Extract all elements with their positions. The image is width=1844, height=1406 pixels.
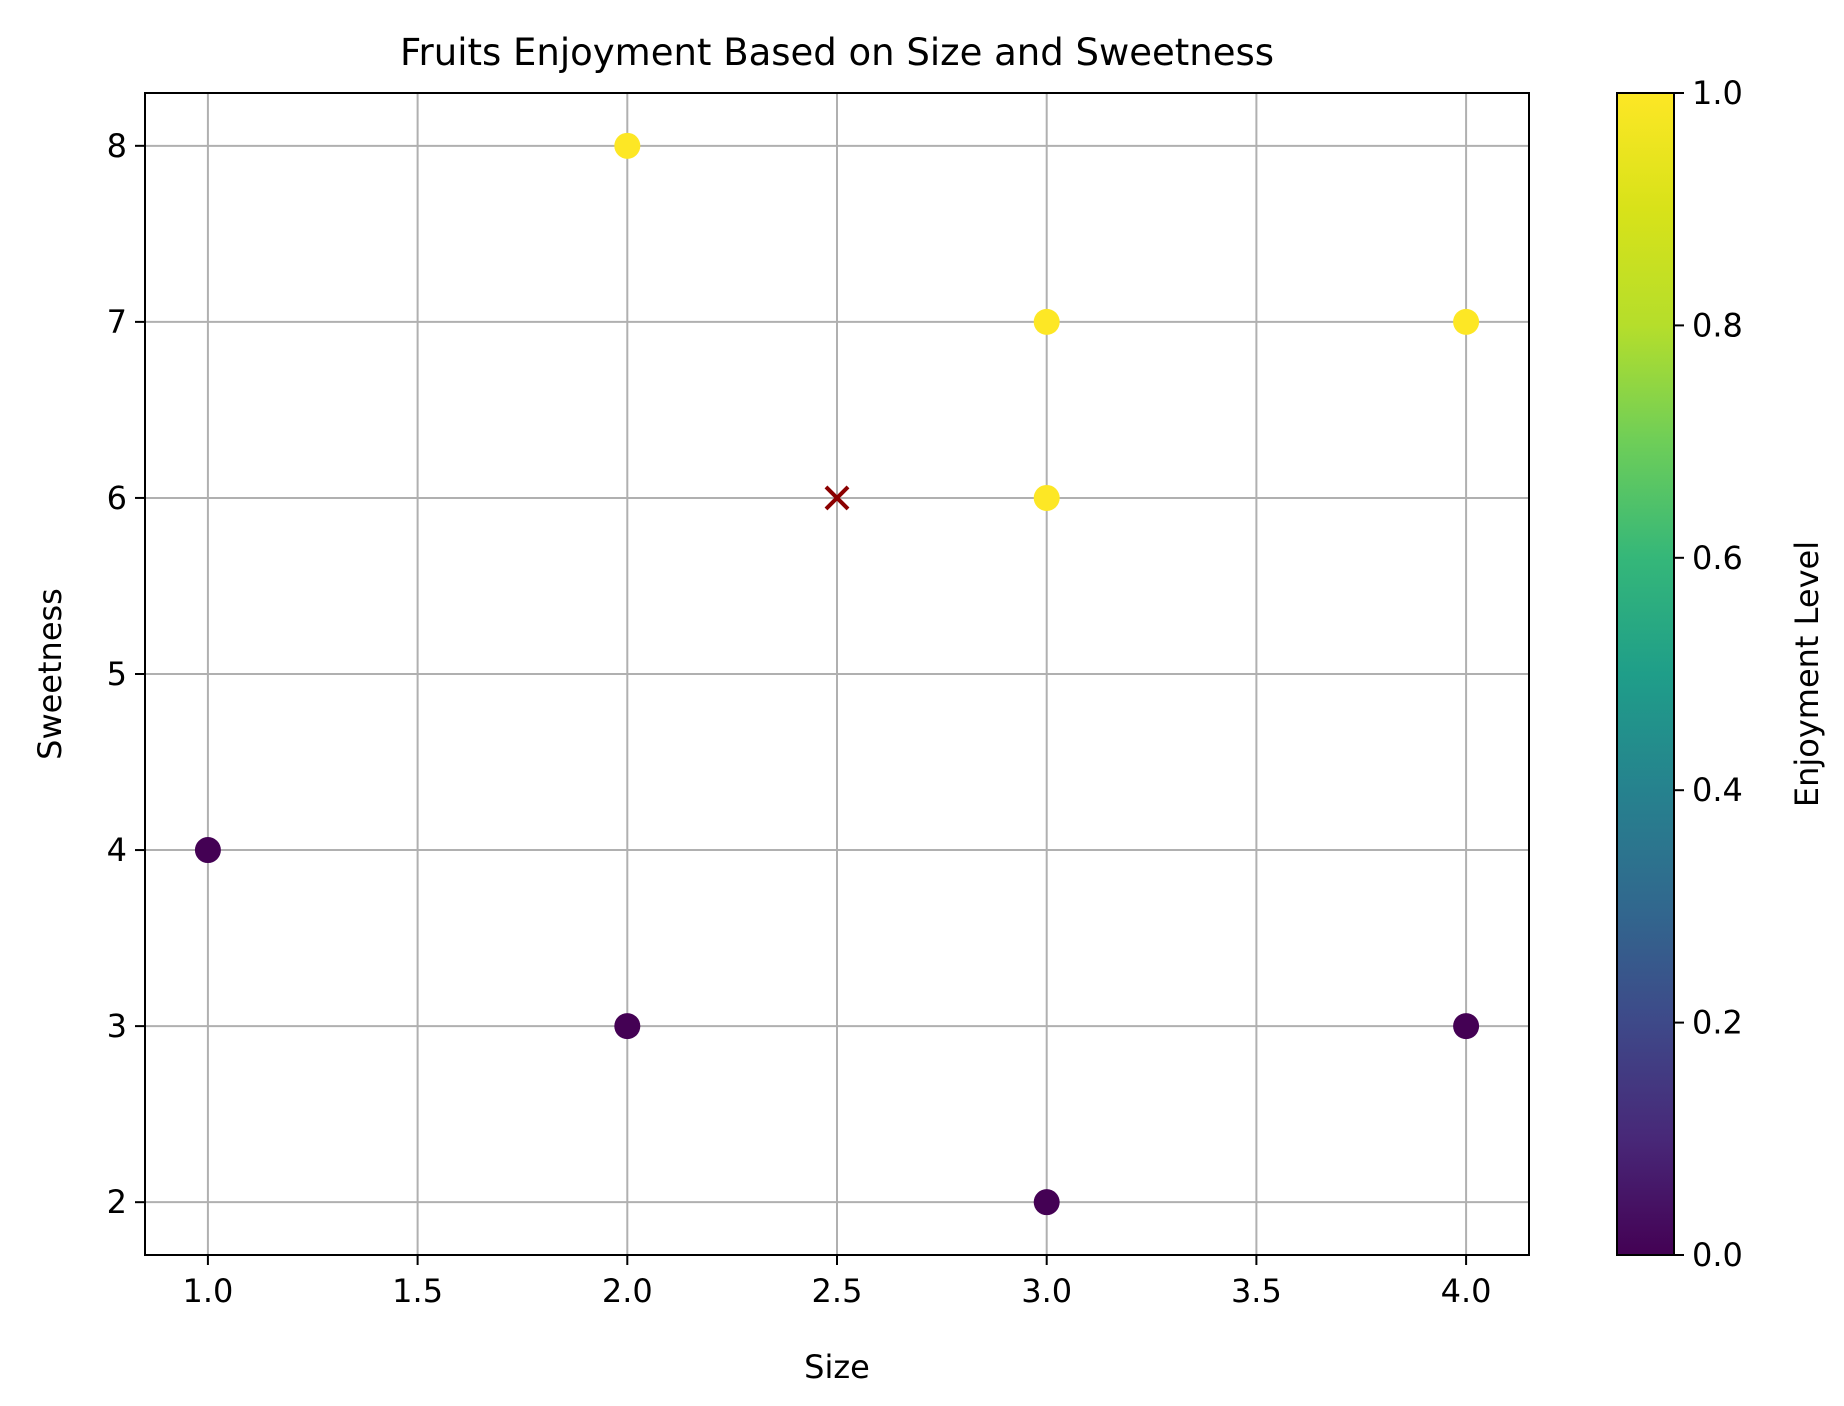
scatter-point [1453,308,1480,335]
y-axis-label: Sweetness [31,588,69,760]
scatter-point [614,1013,641,1040]
x-axis-ticks: 1.0 1.5 2.0 2.5 3.0 3.5 4.0 [182,1255,1492,1310]
y-tick-label: 6 [107,479,127,517]
y-tick-label: 3 [107,1007,127,1045]
colorbar [1616,92,1675,1256]
data-points [194,132,1480,1216]
scatter-point [614,132,641,159]
x-tick-label: 1.5 [392,1272,443,1310]
y-tick-label: 4 [107,831,127,869]
x-tick-label: 2.0 [602,1272,653,1310]
x-tick-label: 2.5 [812,1272,863,1310]
scatter-point [1033,484,1060,511]
scatter-point [194,837,221,864]
grid [145,93,1529,1255]
colorbar-tick-label: 0.4 [1692,771,1743,809]
scatter-point [1453,1013,1480,1040]
y-tick-label: 5 [107,655,127,693]
y-tick-label: 8 [107,127,127,165]
colorbar-tick-label: 0.0 [1692,1236,1743,1274]
x-tick-label: 3.5 [1231,1272,1282,1310]
y-tick-label: 7 [107,303,127,341]
colorbar-tick-label: 0.8 [1692,306,1743,344]
highlight-x-marker [824,485,850,511]
colorbar-tick-label: 0.2 [1692,1004,1743,1042]
scatter-point [1033,1189,1060,1216]
scatter-point [1033,308,1060,335]
colorbar-label: Enjoyment Level [1788,541,1826,807]
x-tick-label: 3.0 [1021,1272,1072,1310]
colorbar-tick-label: 0.6 [1692,539,1743,577]
chart-title: Fruits Enjoyment Based on Size and Sweet… [400,31,1274,74]
x-axis-label: Size [804,1348,870,1386]
x-tick-label: 4.0 [1441,1272,1492,1310]
x-tick-label: 1.0 [182,1272,233,1310]
y-tick-label: 2 [107,1183,127,1221]
colorbar-tick-label: 1.0 [1692,74,1743,112]
y-axis-ticks: 2 3 4 5 6 7 8 [107,127,145,1221]
colorbar-ticks: 0.0 0.2 0.4 0.6 0.8 1.0 [1674,74,1743,1274]
